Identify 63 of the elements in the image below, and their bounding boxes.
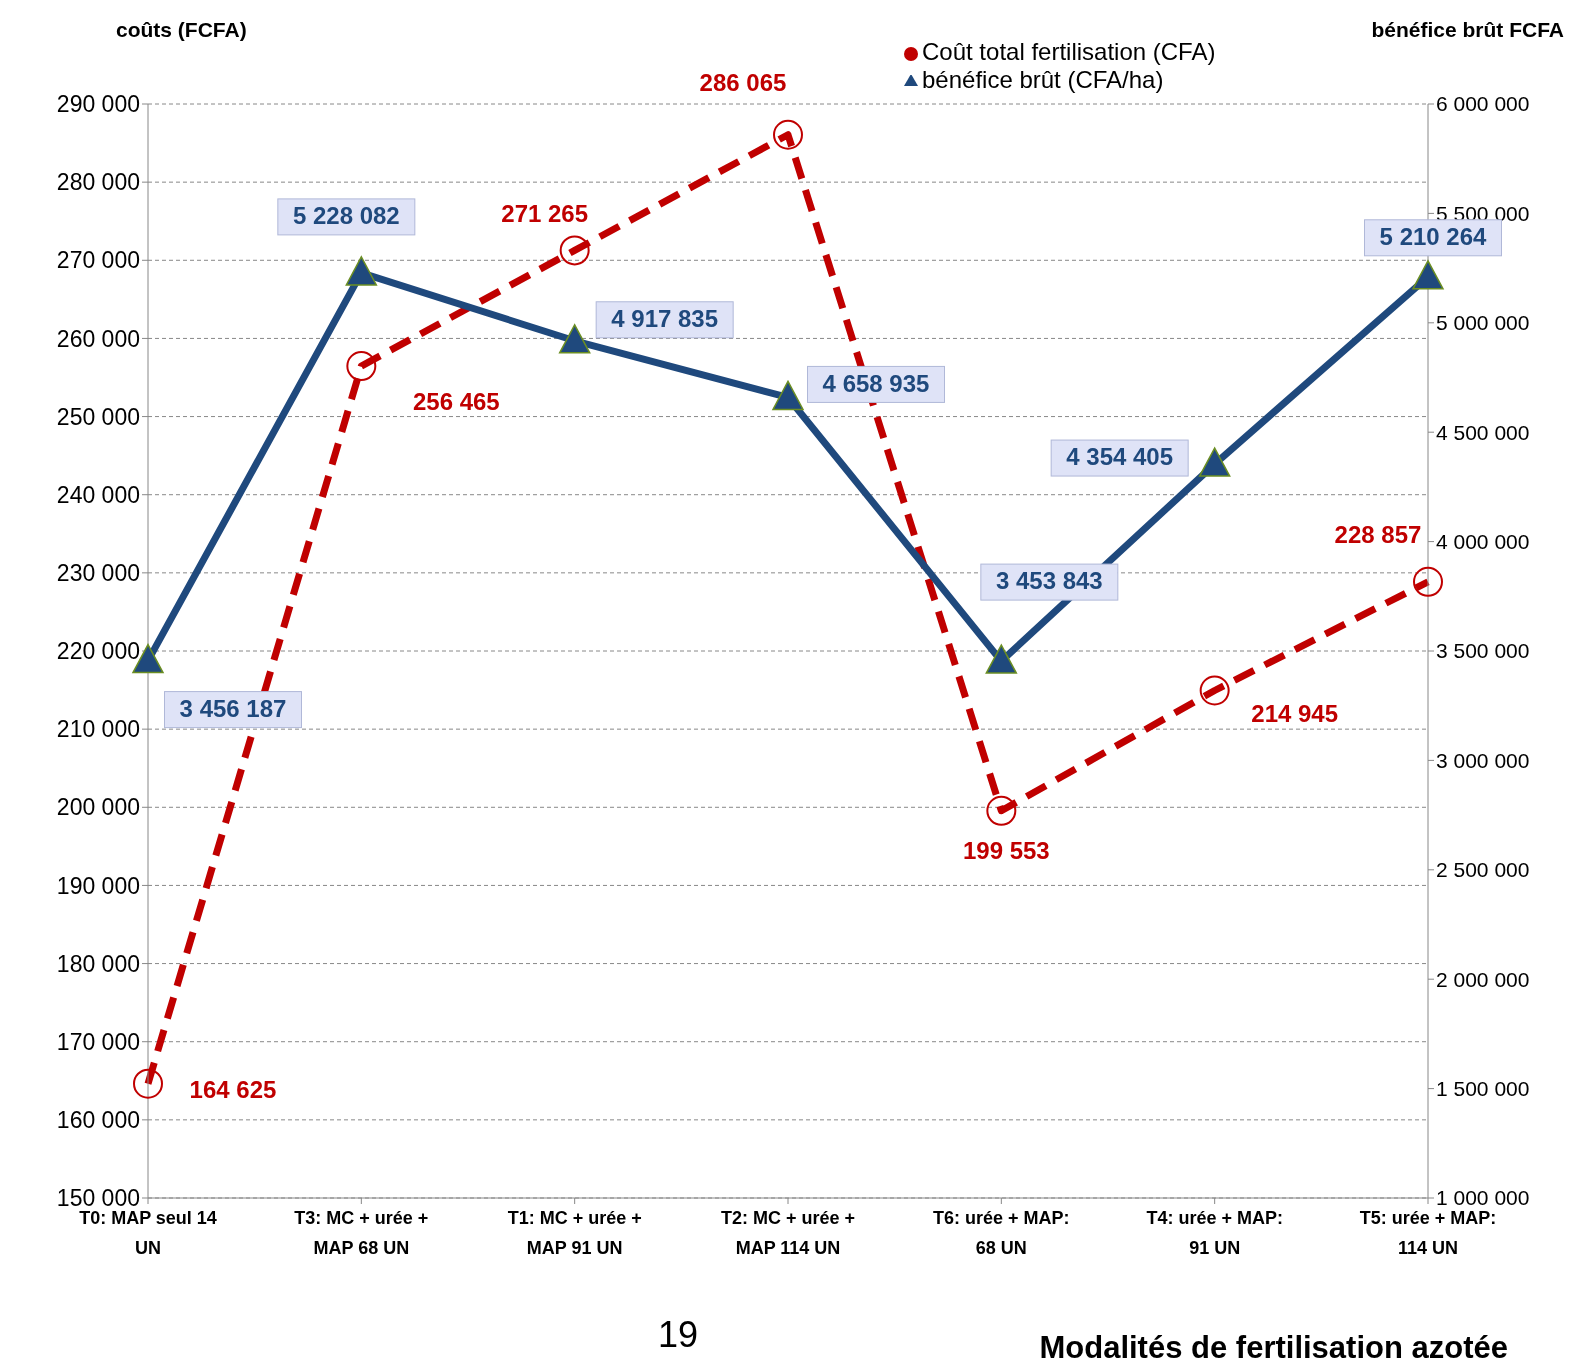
- y2-axis-title: bénéfice brût FCFA: [1371, 18, 1564, 42]
- data-label: 199 553: [962, 837, 1050, 865]
- y-tick-label: 220 000: [56, 638, 140, 665]
- y-tick-label: 250 000: [56, 403, 140, 430]
- point: [985, 644, 1018, 674]
- data-label: 5 210 264: [1379, 223, 1488, 251]
- point: [133, 1068, 163, 1099]
- point: [559, 235, 590, 266]
- point: [986, 795, 1017, 826]
- x-tick-label: T5: urée + MAP: 114 UN: [1359, 1208, 1497, 1258]
- point: [1198, 447, 1231, 477]
- y-tick-label: 170 000: [56, 1028, 140, 1055]
- point: [1412, 260, 1444, 290]
- x-tick-label: T1: MC + urée + MAP 91 UN: [507, 1208, 642, 1258]
- y-tick-label: 180 000: [56, 950, 140, 977]
- y-tick-label: 240 000: [56, 481, 140, 508]
- x-tick-label: T3: MC + urée + MAP 68 UN: [294, 1208, 429, 1258]
- y2-tick-label: 4 000 000: [1436, 530, 1530, 554]
- data-label: 256 465: [412, 388, 500, 416]
- data-label: 5 228 082: [292, 202, 400, 230]
- point: [1413, 566, 1443, 597]
- data-label: 3 456 187: [179, 694, 287, 722]
- y-tick-label: 190 000: [56, 872, 140, 899]
- y2-tick-label: 6 000 000: [1436, 92, 1530, 116]
- legend-label: Coût total fertilisation (CFA): [922, 38, 1216, 65]
- x-axis-title: Modalités de fertilisation azotée: [1039, 1330, 1508, 1366]
- y2-tick-label: 2 500 000: [1436, 858, 1530, 882]
- legend-label: bénéfice brût (CFA/ha): [922, 66, 1164, 93]
- x-tick-label: T6: urée + MAP: 68 UN: [933, 1208, 1070, 1258]
- x-tick-label: T2: MC + urée + MAP 114 UN: [720, 1208, 856, 1258]
- point: [558, 324, 591, 354]
- data-label: 4 658 935: [822, 369, 930, 397]
- y-tick-label: 290 000: [56, 91, 140, 118]
- y-tick-label: 230 000: [56, 560, 140, 587]
- y-tick-label: 160 000: [56, 1107, 140, 1134]
- data-label: 271 265: [501, 199, 589, 227]
- point: [1199, 675, 1230, 706]
- y2-tick-label: 4 500 000: [1436, 420, 1530, 444]
- point: [346, 351, 377, 382]
- y-tick-label: 200 000: [56, 794, 140, 821]
- x-tick-label: T4: urée + MAP: 91 UN: [1146, 1208, 1283, 1258]
- y2-tick-label: 2 000 000: [1436, 967, 1530, 991]
- data-label: 4 917 835: [611, 305, 719, 333]
- y-axis-title: coûts (FCFA): [116, 18, 247, 42]
- y2-tick-label: 3 000 000: [1436, 748, 1530, 772]
- text: 19: [658, 1314, 699, 1356]
- data-label: 286 065: [699, 69, 787, 97]
- y2-tick-label: 3 500 000: [1436, 639, 1530, 663]
- data-label: 228 857: [1334, 521, 1422, 549]
- y-tick-label: 210 000: [56, 716, 140, 743]
- point: [345, 256, 378, 286]
- data-label: 214 945: [1251, 699, 1339, 727]
- y-tick-label: 270 000: [56, 247, 140, 274]
- data-label: 3 453 843: [995, 567, 1103, 595]
- point: [773, 119, 803, 150]
- y-tick-label: 280 000: [56, 169, 140, 196]
- data-label: 164 625: [189, 1076, 277, 1104]
- data-label: 4 354 405: [1066, 443, 1174, 471]
- y-tick-label: 260 000: [56, 325, 140, 352]
- y2-tick-label: 1 500 000: [1436, 1077, 1530, 1101]
- y2-tick-label: 1 000 000: [1436, 1186, 1530, 1210]
- y2-tick-label: 5 000 000: [1436, 311, 1530, 335]
- point: [772, 380, 804, 411]
